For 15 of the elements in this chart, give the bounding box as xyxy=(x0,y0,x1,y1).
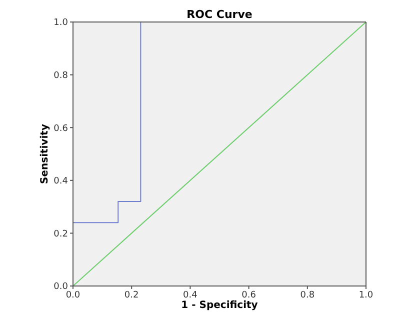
y-tick-label: 0.6 xyxy=(54,124,68,134)
x-tick-label: 0.8 xyxy=(300,290,315,300)
chart-title: ROC Curve xyxy=(186,8,254,21)
x-tick-label: 0.6 xyxy=(242,290,256,300)
x-tick-label: 0.0 xyxy=(66,290,80,300)
x-axis-title: 1 - Specificity xyxy=(180,300,259,311)
y-tick-label: 0.0 xyxy=(54,282,68,292)
y-tick-label: 0.2 xyxy=(54,229,68,240)
y-tick-label: 1.0 xyxy=(54,18,68,28)
x-tick-label: 0.4 xyxy=(183,290,198,300)
x-tick-label: 1.0 xyxy=(358,290,374,300)
y-tick-label: 0.4 xyxy=(54,176,68,187)
x-tick-label: 0.2 xyxy=(124,290,139,300)
y-tick-label: 0.8 xyxy=(54,70,68,81)
y-axis-title: Sensitivity xyxy=(40,124,50,184)
